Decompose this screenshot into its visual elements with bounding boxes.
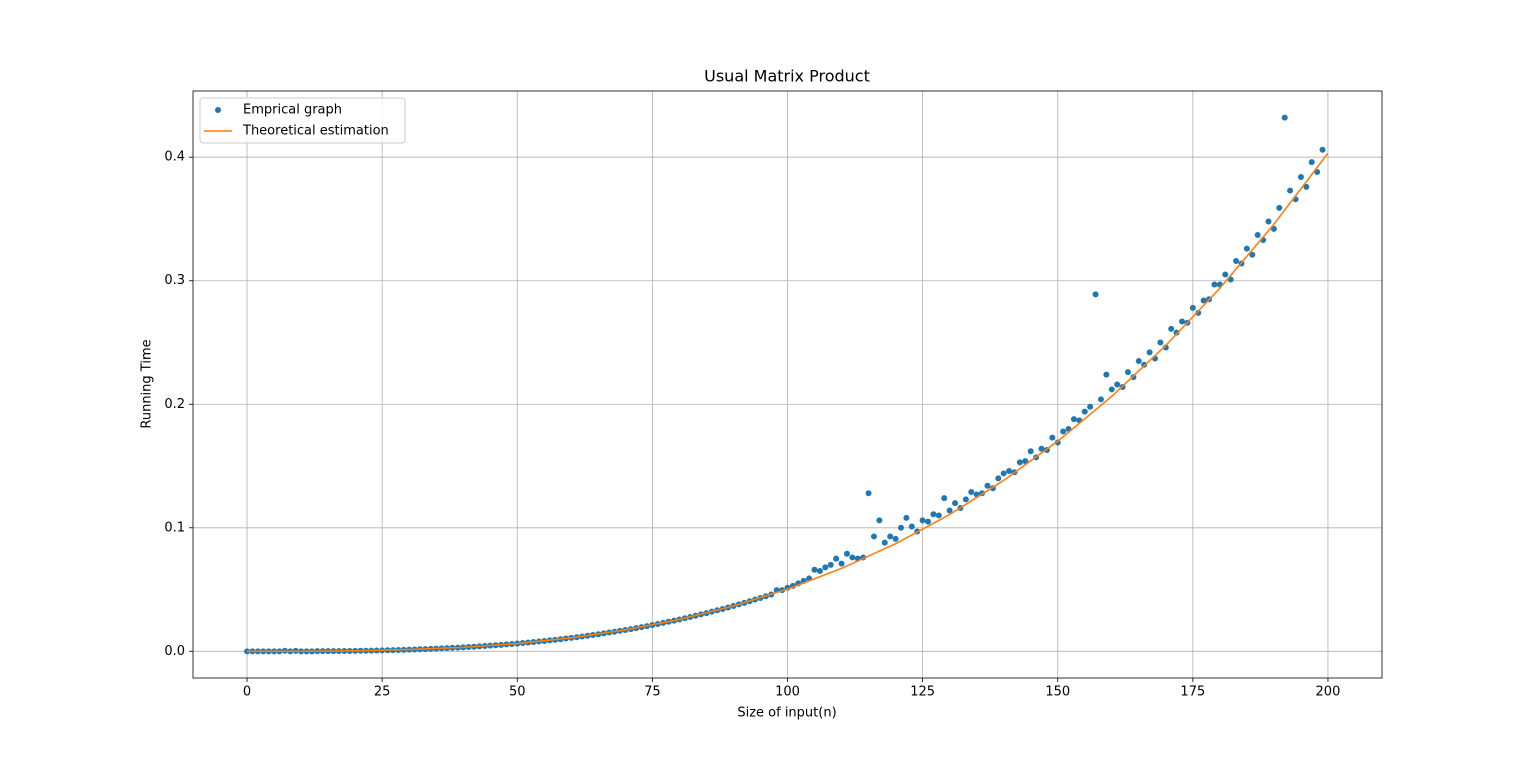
data-point xyxy=(1146,349,1153,356)
data-point xyxy=(1319,146,1326,153)
data-point xyxy=(1114,381,1121,388)
data-point xyxy=(1270,225,1277,232)
data-point xyxy=(1016,459,1023,466)
line xyxy=(247,152,1329,653)
data-point xyxy=(1097,396,1104,403)
data-point xyxy=(838,560,845,567)
x-tick-label: 25 xyxy=(374,685,391,700)
y-tick-label: 0.2 xyxy=(164,397,185,412)
data-point xyxy=(908,523,915,530)
x-tick-label: 100 xyxy=(775,685,800,700)
data-point xyxy=(827,561,834,568)
data-point xyxy=(984,482,991,489)
x-axis-label: Size of input(n) xyxy=(737,706,836,721)
data-point xyxy=(1103,371,1110,378)
data-point xyxy=(1168,325,1175,332)
data-point xyxy=(962,496,969,503)
data-point xyxy=(925,518,932,525)
x-tick-label: 0 xyxy=(243,685,251,700)
data-point xyxy=(1054,439,1061,446)
data-point xyxy=(935,512,942,519)
data-point xyxy=(941,495,948,502)
data-point xyxy=(1038,445,1045,452)
data-point xyxy=(903,514,910,521)
legend-marker xyxy=(215,107,221,113)
data-point xyxy=(1195,309,1202,316)
data-point xyxy=(1265,218,1272,225)
chart-title: Usual Matrix Product xyxy=(704,67,870,86)
data-point xyxy=(822,564,829,571)
data-point xyxy=(946,507,953,514)
data-point xyxy=(892,535,899,542)
data-point xyxy=(1254,232,1261,239)
data-point xyxy=(1211,281,1218,288)
data-point xyxy=(1060,428,1067,435)
data-point xyxy=(843,550,850,557)
data-point xyxy=(870,533,877,540)
data-point xyxy=(1157,339,1164,346)
data-point xyxy=(816,568,823,575)
y-tick-label: 0.3 xyxy=(164,273,185,288)
data-point xyxy=(897,524,904,531)
x-tick-label: 125 xyxy=(910,685,935,700)
data-point xyxy=(1281,114,1288,121)
y-tick-label: 0.0 xyxy=(164,644,185,659)
data-point xyxy=(1108,386,1115,393)
data-point xyxy=(1249,251,1256,258)
data-point xyxy=(833,555,840,562)
data-point xyxy=(1087,403,1094,410)
data-point xyxy=(881,539,888,546)
data-point xyxy=(1124,369,1131,376)
data-point xyxy=(1092,291,1099,298)
data-point xyxy=(930,511,937,518)
data-point xyxy=(1303,183,1310,190)
y-axis-label: Running Time xyxy=(140,339,155,428)
data-point xyxy=(919,517,926,524)
x-tick-label: 175 xyxy=(1180,685,1205,700)
x-tick-label: 50 xyxy=(509,685,526,700)
x-tick-label: 200 xyxy=(1316,685,1341,700)
data-point xyxy=(1297,173,1304,180)
data-point xyxy=(1200,297,1207,304)
data-point xyxy=(1308,159,1315,166)
data-point xyxy=(1276,204,1283,211)
data-point xyxy=(1070,416,1077,423)
data-point xyxy=(1222,271,1229,278)
data-point xyxy=(968,488,975,495)
data-point xyxy=(1000,470,1007,477)
data-point xyxy=(865,490,872,497)
plot-frame xyxy=(192,90,1383,679)
data-point xyxy=(1049,434,1056,441)
data-point xyxy=(1189,304,1196,311)
legend-box xyxy=(199,97,406,144)
legend-label: Theoretical estimation xyxy=(242,124,389,139)
x-tick-label: 75 xyxy=(644,685,661,700)
data-point xyxy=(1135,358,1142,365)
data-point xyxy=(1233,257,1240,264)
data-point xyxy=(1081,408,1088,415)
y-tick-label: 0.1 xyxy=(164,520,185,535)
data-point xyxy=(811,566,818,573)
data-point xyxy=(887,533,894,540)
data-point xyxy=(1173,329,1180,336)
y-tick-label: 0.4 xyxy=(164,150,185,165)
data-point xyxy=(1006,467,1013,474)
data-point xyxy=(1243,245,1250,252)
data-point xyxy=(1022,458,1029,465)
data-point xyxy=(1179,318,1186,325)
data-point xyxy=(995,475,1002,482)
x-tick-label: 150 xyxy=(1045,685,1070,700)
data-point xyxy=(952,500,959,507)
data-point xyxy=(1287,187,1294,194)
data-point xyxy=(1027,448,1034,455)
data-point xyxy=(876,517,883,524)
data-point xyxy=(849,554,856,561)
legend-label: Emprical graph xyxy=(243,103,342,118)
